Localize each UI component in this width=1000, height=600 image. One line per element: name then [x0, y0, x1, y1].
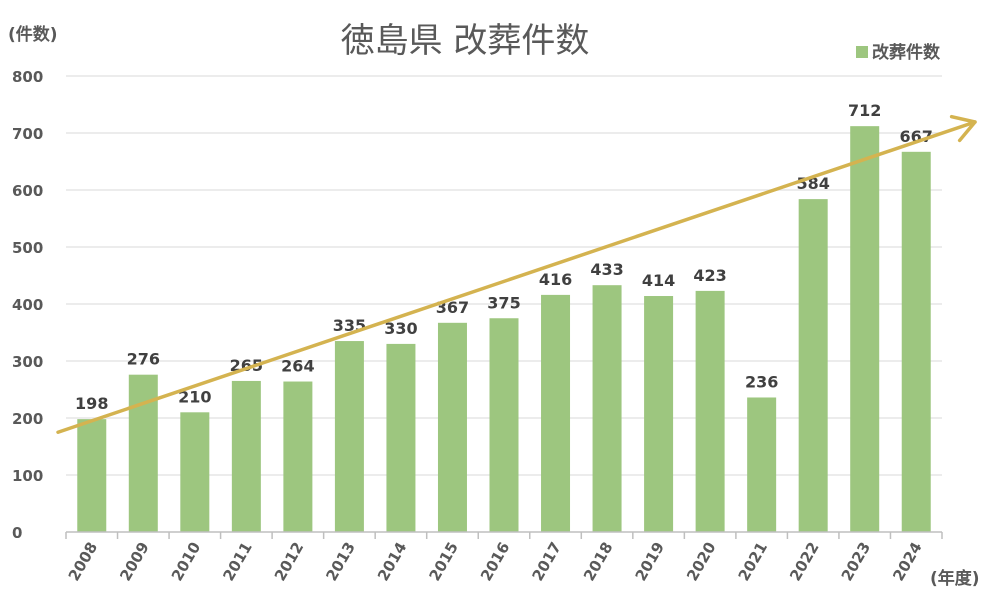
- bar-2017: [541, 294, 571, 532]
- bar-2008: [77, 419, 107, 532]
- data-label: 198: [75, 394, 108, 413]
- bar-2015: [437, 322, 467, 532]
- x-tick-label: 2008: [65, 539, 101, 584]
- y-tick-label: 600: [12, 182, 43, 200]
- x-tick-label: 2020: [683, 539, 719, 584]
- y-tick-label: 400: [12, 296, 43, 314]
- data-label: 416: [539, 270, 572, 289]
- bar-2012: [283, 381, 313, 532]
- data-label: 236: [745, 372, 778, 391]
- x-tick-label: 2024: [889, 539, 925, 584]
- bar-2021: [747, 397, 777, 532]
- y-tick-label: 100: [12, 467, 43, 485]
- legend: 改葬件数: [856, 42, 941, 63]
- data-label: 712: [848, 101, 881, 120]
- x-tick-label: 2015: [425, 539, 461, 584]
- data-label: 264: [281, 357, 314, 376]
- y-tick-label: 0: [12, 524, 22, 542]
- data-label: 423: [693, 266, 726, 285]
- x-tick-label: 2019: [632, 539, 668, 584]
- bar-2022: [798, 199, 828, 532]
- data-label: 367: [436, 298, 469, 317]
- legend-swatch: [856, 46, 868, 58]
- y-axis-label: (件数): [8, 24, 58, 45]
- bar-2013: [334, 341, 364, 532]
- x-axis-label: (年度): [930, 568, 980, 589]
- bar-2016: [489, 318, 519, 532]
- chart-title: 徳島県 改葬件数: [341, 21, 590, 61]
- data-label: 276: [127, 350, 160, 369]
- data-label: 330: [384, 319, 417, 338]
- x-tick-label: 2021: [735, 539, 771, 584]
- bar-2014: [386, 343, 416, 532]
- x-tick-label: 2014: [374, 539, 410, 584]
- x-tick-label: 2016: [477, 539, 513, 584]
- x-tick-label: 2017: [529, 539, 565, 584]
- y-tick-label: 300: [12, 353, 43, 371]
- bar-2018: [592, 285, 622, 532]
- x-tick-label: 2022: [786, 539, 822, 584]
- bar-2024: [901, 151, 931, 532]
- data-label: 414: [642, 271, 675, 290]
- x-tick-label: 2011: [219, 539, 255, 584]
- x-tick-label: 2023: [838, 539, 874, 584]
- trend-arrow-head-icon: [949, 114, 977, 143]
- x-tick-label: 2010: [168, 539, 204, 584]
- bar-2020: [695, 290, 725, 532]
- bar-2019: [644, 296, 674, 532]
- y-tick-label: 800: [12, 68, 43, 86]
- x-tick-label: 2012: [271, 539, 307, 584]
- y-tick-label: 500: [12, 239, 43, 257]
- data-label: 375: [487, 293, 520, 312]
- trend-arrow-line: [56, 120, 977, 434]
- data-label: 433: [590, 260, 623, 279]
- x-tick-label: 2018: [580, 539, 616, 584]
- data-label: 667: [900, 127, 933, 146]
- bar-2023: [850, 126, 880, 532]
- bar-2011: [231, 380, 261, 532]
- bar-2010: [180, 412, 210, 532]
- data-label: 210: [178, 387, 211, 406]
- y-tick-label: 200: [12, 410, 43, 428]
- x-tick-label: 2009: [116, 539, 152, 584]
- legend-label: 改葬件数: [872, 42, 941, 63]
- y-tick-label: 700: [12, 125, 43, 143]
- x-tick-label: 2013: [322, 539, 358, 584]
